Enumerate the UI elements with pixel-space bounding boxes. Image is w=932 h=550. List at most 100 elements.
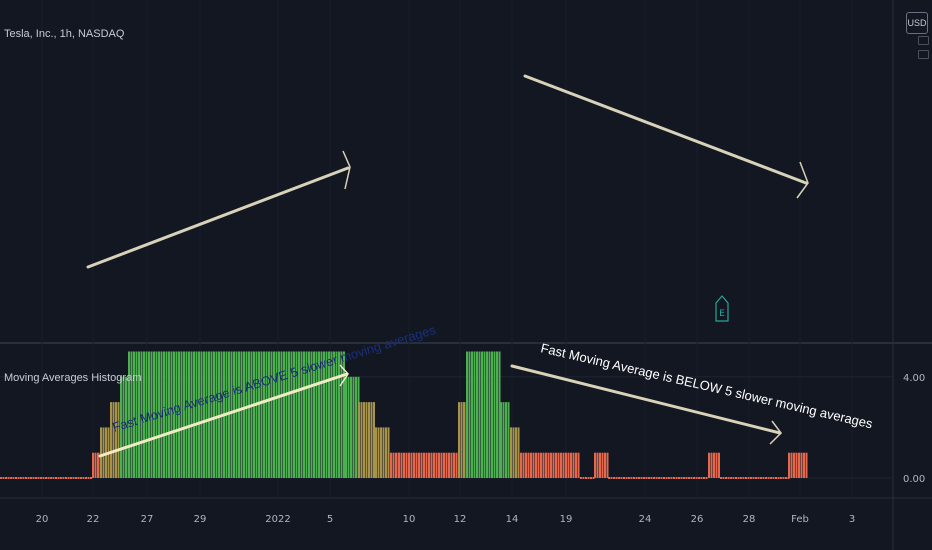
hist-bar [570,452,572,478]
hist-bar [10,477,12,479]
hist-bar [7,477,10,479]
hist-bar [268,351,270,478]
hist-bar [173,351,175,478]
hist-bar [278,351,280,478]
hist-bar [403,452,405,478]
currency-button[interactable]: USD [906,12,928,34]
hist-bar [355,376,357,478]
hist-bar [265,351,268,478]
hist-bar [345,376,347,478]
hist-bar [445,452,448,478]
hist-bar [775,477,777,479]
hist-bar [248,351,250,478]
scale-icon[interactable] [918,36,929,45]
hist-bar [582,477,585,479]
hist-bar [413,452,415,478]
hist-bar [645,477,648,479]
hist-bar [203,351,205,478]
hist-bar [572,452,575,478]
hist-bar [752,477,755,479]
time-tick-label: Feb [791,514,809,525]
hist-bar [153,351,155,478]
hist-bar [715,452,718,478]
hist-bar [698,477,700,479]
hist-bar [498,351,501,478]
hist-bar [703,477,705,479]
hist-bar [62,477,65,479]
hist-bar [476,351,478,478]
hist-bar [628,477,630,479]
hist-bar [653,477,655,479]
hist-bar [458,402,460,478]
hist-bar [488,351,491,478]
hist-bar [27,477,30,479]
hist-bar [82,477,85,479]
hist-bar [587,477,590,479]
hist-bar [747,477,750,479]
hist-bar [604,452,606,478]
hist-bar [148,351,150,478]
hist-bar [601,452,604,478]
hist-bar [85,477,87,479]
hist-bar [110,402,112,478]
hist-bar [522,452,525,478]
hist-bar [565,452,567,478]
hist-bar [585,477,587,479]
hist-bar [193,351,195,478]
hist-bar [120,376,122,478]
hist-downtrend-arrow-head [769,420,782,445]
hist-bar [481,351,483,478]
hist-bar [596,452,599,478]
hist-bar [25,477,27,479]
scale-icon[interactable] [918,50,929,59]
hist-bar [150,351,153,478]
hist-bar [380,427,382,478]
hist-bar [537,452,540,478]
hist-bar [30,477,32,479]
hist-bar [713,452,715,478]
hist-bar [800,452,803,478]
hist-bar [293,351,295,478]
hist-bar [793,452,795,478]
hist-bar [310,351,313,478]
hist-bar [433,452,435,478]
hist-bar [318,351,320,478]
hist-bar [507,402,510,478]
hist-bar [2,477,5,479]
hist-bar [195,351,198,478]
hist-bar [618,477,620,479]
hist-bar [608,477,610,479]
hist-bar [130,351,133,478]
hist-bar [168,351,170,478]
hist-bar [562,452,565,478]
hist-bar [762,477,765,479]
time-tick-label: 19 [560,514,573,525]
hist-bar [500,402,502,478]
hist-bar [718,452,720,478]
hist-bar [270,351,273,478]
hist-bar [695,477,698,479]
hist-bar [515,427,517,478]
price-scale-icons[interactable] [918,36,929,64]
time-tick-label: 28 [743,514,756,525]
hist-bar [210,351,213,478]
hist-bar [722,477,725,479]
hist-bar [100,427,102,478]
hist-bar [520,452,522,478]
hist-bar [705,477,708,479]
hist-bar [400,452,403,478]
hist-bar [47,477,50,479]
hist-bar [638,477,640,479]
hist-bar [740,477,742,479]
hist-bar [375,427,377,478]
hist-bar [668,477,670,479]
hist-bar [680,477,683,479]
hist-bar [620,477,623,479]
hist-bar [527,452,530,478]
hist-bar [275,351,278,478]
hist-bar [505,402,507,478]
hist-bar [438,452,440,478]
hist-bar [87,477,90,479]
hist-bar [450,452,453,478]
